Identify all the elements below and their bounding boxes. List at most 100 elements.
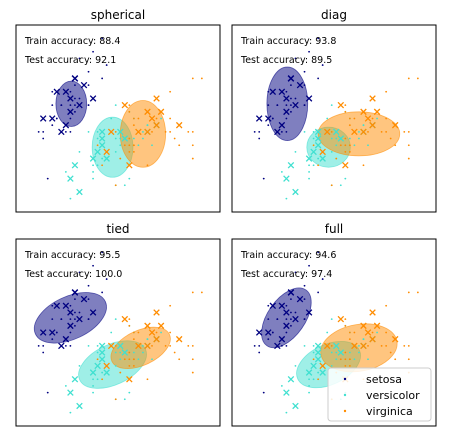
train-point-virginica: [191, 144, 194, 147]
train-point-setosa: [290, 110, 292, 113]
test-point-setosa: [89, 95, 97, 102]
train-point-setosa: [51, 338, 54, 341]
train-point-setosa: [303, 104, 306, 107]
train-point-versicolor: [285, 411, 288, 414]
train-point-virginica: [119, 371, 122, 374]
test-point-virginica: [373, 322, 381, 330]
test-point-setosa: [39, 329, 47, 336]
test-point-virginica: [319, 148, 326, 156]
test-point-setosa: [53, 88, 61, 96]
panel-title: tied: [106, 222, 129, 236]
train-point-versicolor: [376, 117, 378, 120]
test-point-setosa: [39, 115, 47, 122]
train-point-setosa: [87, 298, 90, 301]
test-point-versicolor: [67, 389, 74, 396]
train-point-virginica: [344, 137, 347, 140]
train-point-versicolor: [312, 137, 315, 140]
test-point-versicolor: [71, 375, 79, 383]
train-point-versicolor: [335, 144, 338, 147]
train-point-setosa: [60, 318, 63, 321]
train-point-virginica: [348, 331, 351, 334]
train-point-versicolor: [362, 124, 365, 127]
test-point-virginica: [175, 121, 183, 129]
train-point-versicolor: [114, 318, 117, 321]
train-point-versicolor: [335, 351, 338, 354]
test-point-versicolor: [310, 362, 317, 370]
train-point-setosa: [285, 331, 288, 334]
train-point-versicolor: [285, 197, 288, 200]
legend-label-virginica: virginica: [366, 405, 413, 418]
train-point-setosa: [294, 97, 297, 100]
train-point-versicolor: [142, 130, 144, 133]
train-point-virginica: [362, 164, 365, 167]
train-point-setosa: [290, 324, 292, 327]
test-point-versicolor: [333, 342, 340, 350]
train-point-virginica: [312, 358, 315, 361]
train-point-virginica: [407, 144, 410, 147]
plot-area: [253, 37, 419, 200]
test-point-setosa: [58, 128, 65, 136]
train-point-setosa: [74, 110, 76, 113]
train-point-versicolor: [96, 164, 99, 167]
train-point-virginica: [178, 144, 181, 147]
legend-marker-versicolor: [343, 393, 347, 397]
train-point-setosa: [308, 50, 310, 53]
train-point-setosa: [285, 304, 288, 307]
test-point-versicolor: [292, 188, 299, 196]
train-point-virginica: [385, 90, 388, 93]
train-point-virginica: [344, 324, 347, 327]
train-point-setosa: [317, 251, 320, 254]
test-point-virginica: [369, 121, 376, 129]
test-point-setosa: [62, 88, 70, 96]
train-point-setosa: [51, 318, 54, 321]
train-point-versicolor: [326, 331, 329, 334]
train-point-virginica: [348, 150, 351, 153]
train-point-setosa: [42, 137, 45, 140]
train-point-setosa: [42, 351, 45, 354]
test-accuracy-label: Test accuracy: 92.1: [24, 55, 116, 66]
train-point-virginica: [348, 338, 351, 341]
train-point-setosa: [87, 104, 90, 107]
train-point-versicolor: [132, 137, 135, 140]
test-point-virginica: [144, 322, 151, 330]
train-point-virginica: [416, 77, 419, 80]
ellipse-setosa: [266, 66, 309, 141]
test-point-versicolor: [98, 342, 106, 350]
train-point-virginica: [114, 344, 117, 347]
test-point-setosa: [67, 322, 74, 330]
test-point-virginica: [107, 128, 115, 136]
train-point-versicolor: [78, 364, 81, 367]
test-point-versicolor: [98, 128, 106, 136]
train-point-versicolor: [142, 344, 144, 347]
train-point-versicolor: [280, 171, 283, 173]
train-point-setosa: [69, 331, 72, 334]
train-point-setosa: [46, 391, 49, 394]
train-point-versicolor: [64, 385, 67, 387]
train-point-setosa: [267, 318, 270, 321]
train-point-versicolor: [96, 344, 99, 347]
test-point-virginica: [360, 128, 367, 136]
legend-box: [327, 367, 432, 422]
train-point-virginica: [335, 157, 338, 160]
train-point-setosa: [285, 90, 288, 93]
train-point-versicolor: [78, 150, 81, 153]
test-point-setosa: [283, 95, 290, 102]
train-point-virginica: [191, 358, 194, 361]
train-point-versicolor: [308, 177, 310, 180]
train-point-setosa: [317, 77, 320, 80]
train-point-versicolor: [303, 130, 306, 133]
train-point-setosa: [69, 117, 72, 120]
test-point-setosa: [296, 81, 304, 89]
test-point-versicolor: [287, 375, 295, 383]
train-point-versicolor: [101, 157, 104, 160]
legend-label-setosa: setosa: [366, 373, 402, 386]
train-point-virginica: [380, 344, 383, 347]
train-point-virginica: [173, 137, 176, 140]
train-point-setosa: [105, 64, 108, 66]
test-point-virginica: [337, 101, 345, 109]
test-point-virginica: [360, 342, 367, 350]
test-point-versicolor: [314, 342, 322, 350]
ellipse-virginica: [317, 111, 401, 157]
train-point-virginica: [339, 358, 342, 361]
